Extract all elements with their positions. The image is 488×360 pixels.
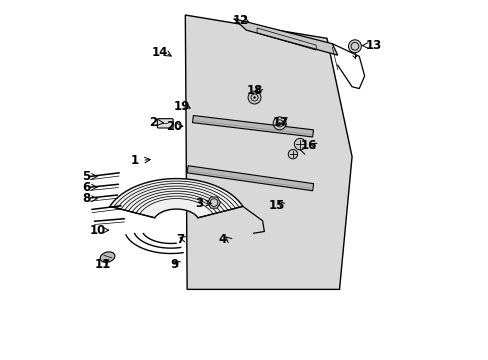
Text: 11: 11 [95, 258, 111, 271]
Text: 2: 2 [149, 116, 157, 129]
Circle shape [348, 40, 361, 53]
Polygon shape [110, 179, 243, 218]
Polygon shape [192, 116, 313, 137]
Polygon shape [233, 19, 337, 55]
Circle shape [278, 122, 280, 124]
Text: 1: 1 [131, 154, 139, 167]
Text: 20: 20 [166, 120, 183, 133]
Text: 5: 5 [81, 170, 90, 183]
Text: 19: 19 [173, 100, 189, 113]
Polygon shape [185, 15, 351, 289]
Text: 15: 15 [268, 199, 285, 212]
Circle shape [294, 138, 305, 150]
Text: 4: 4 [219, 233, 226, 246]
Text: 6: 6 [81, 181, 90, 194]
Text: 7: 7 [176, 233, 183, 246]
Circle shape [253, 96, 255, 99]
Text: 12: 12 [232, 14, 248, 27]
Text: 14: 14 [152, 46, 168, 59]
Text: 8: 8 [81, 192, 90, 205]
Circle shape [273, 117, 285, 130]
FancyBboxPatch shape [157, 119, 173, 128]
Circle shape [247, 91, 261, 104]
Text: 16: 16 [300, 139, 317, 152]
Text: 13: 13 [365, 39, 381, 52]
Polygon shape [187, 166, 313, 191]
Text: 17: 17 [272, 116, 288, 129]
Circle shape [287, 149, 297, 159]
Text: 10: 10 [89, 224, 105, 237]
Polygon shape [207, 197, 220, 208]
Text: 9: 9 [170, 258, 178, 271]
Text: 18: 18 [246, 84, 263, 97]
Ellipse shape [100, 252, 115, 262]
Text: 3: 3 [195, 197, 203, 210]
